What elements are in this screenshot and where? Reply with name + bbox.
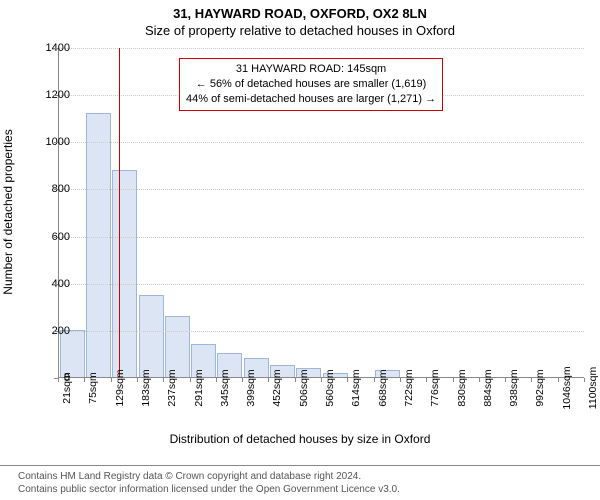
- x-tick-label: 992sqm: [531, 365, 543, 402]
- y-tick-label: 800: [30, 183, 70, 195]
- x-tick-mark: [190, 378, 191, 382]
- x-tick-label: 129sqm: [111, 365, 123, 402]
- marker-line: [119, 48, 120, 377]
- x-tick-mark: [295, 378, 296, 382]
- page-title: 31, HAYWARD ROAD, OXFORD, OX2 8LN: [0, 0, 600, 21]
- x-tick-label: 452sqm: [268, 365, 280, 402]
- x-tick-label: 75sqm: [84, 368, 96, 400]
- x-tick-label: 722sqm: [400, 365, 412, 402]
- y-tick-mark: [54, 95, 58, 96]
- plot-area: 31 HAYWARD ROAD: 145sqm ← 56% of detache…: [58, 48, 584, 378]
- y-axis-label: Number of detached properties: [1, 129, 15, 294]
- y-tick-mark: [54, 284, 58, 285]
- gridline-h: [59, 331, 584, 332]
- y-tick-mark: [54, 237, 58, 238]
- page-subtitle: Size of property relative to detached ho…: [0, 21, 600, 38]
- x-tick-mark: [558, 378, 559, 382]
- x-tick-mark: [374, 378, 375, 382]
- x-tick-mark: [242, 378, 243, 382]
- x-tick-label: 506sqm: [295, 365, 307, 402]
- gridline-h: [59, 189, 584, 190]
- y-tick-label: 1200: [30, 89, 70, 101]
- annotation-line-2: ← 56% of detached houses are smaller (1,…: [186, 77, 436, 92]
- x-tick-mark: [505, 378, 506, 382]
- bar: [86, 113, 111, 377]
- x-tick-label: 938sqm: [505, 365, 517, 402]
- y-tick-label: 600: [30, 231, 70, 243]
- x-tick-mark: [347, 378, 348, 382]
- y-tick-label: 1000: [30, 136, 70, 148]
- x-tick-mark: [137, 378, 138, 382]
- x-tick-mark: [268, 378, 269, 382]
- chart-container: Number of detached properties 31 HAYWARD…: [0, 42, 600, 454]
- x-tick-label: 21sqm: [58, 368, 70, 400]
- x-tick-mark: [321, 378, 322, 382]
- x-tick-label: 291sqm: [190, 365, 202, 402]
- x-tick-label: 183sqm: [137, 365, 149, 402]
- x-tick-label: 1046sqm: [558, 362, 570, 405]
- x-tick-mark: [216, 378, 217, 382]
- x-tick-mark: [531, 378, 532, 382]
- footer: Contains HM Land Registry data © Crown c…: [0, 465, 600, 496]
- x-tick-mark: [426, 378, 427, 382]
- x-tick-label: 614sqm: [347, 365, 359, 402]
- bar: [112, 170, 137, 377]
- x-axis-label: Distribution of detached houses by size …: [0, 432, 600, 446]
- x-tick-label: 345sqm: [216, 365, 228, 402]
- x-tick-mark: [84, 378, 85, 382]
- x-tick-label: 884sqm: [479, 365, 491, 402]
- y-tick-label: 1400: [30, 42, 70, 54]
- gridline-h: [59, 48, 584, 49]
- gridline-h: [59, 142, 584, 143]
- x-tick-label: 560sqm: [321, 365, 333, 402]
- annotation-line-1: 31 HAYWARD ROAD: 145sqm: [186, 62, 436, 77]
- annotation-box: 31 HAYWARD ROAD: 145sqm ← 56% of detache…: [179, 58, 443, 111]
- y-tick-label: 400: [30, 278, 70, 290]
- y-tick-mark: [54, 142, 58, 143]
- x-tick-mark: [163, 378, 164, 382]
- x-tick-mark: [479, 378, 480, 382]
- x-tick-mark: [584, 378, 585, 382]
- x-tick-label: 668sqm: [374, 365, 386, 402]
- footer-line-1: Contains HM Land Registry data © Crown c…: [18, 470, 590, 483]
- y-tick-mark: [54, 48, 58, 49]
- footer-line-2: Contains public sector information licen…: [18, 483, 590, 496]
- gridline-h: [59, 237, 584, 238]
- y-tick-label: 200: [30, 325, 70, 337]
- y-tick-mark: [54, 189, 58, 190]
- x-tick-label: 776sqm: [426, 365, 438, 402]
- y-tick-mark: [54, 331, 58, 332]
- x-tick-label: 830sqm: [453, 365, 465, 402]
- x-tick-mark: [58, 378, 59, 382]
- x-tick-label: 1100sqm: [584, 363, 596, 405]
- x-tick-label: 399sqm: [242, 365, 254, 402]
- x-tick-label: 237sqm: [163, 365, 175, 402]
- gridline-h: [59, 284, 584, 285]
- x-tick-mark: [400, 378, 401, 382]
- x-tick-mark: [111, 378, 112, 382]
- annotation-line-3: 44% of semi-detached houses are larger (…: [186, 92, 436, 107]
- x-tick-mark: [453, 378, 454, 382]
